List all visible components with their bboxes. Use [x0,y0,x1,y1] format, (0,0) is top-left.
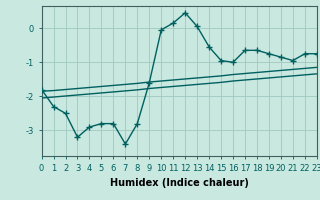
X-axis label: Humidex (Indice chaleur): Humidex (Indice chaleur) [110,178,249,188]
